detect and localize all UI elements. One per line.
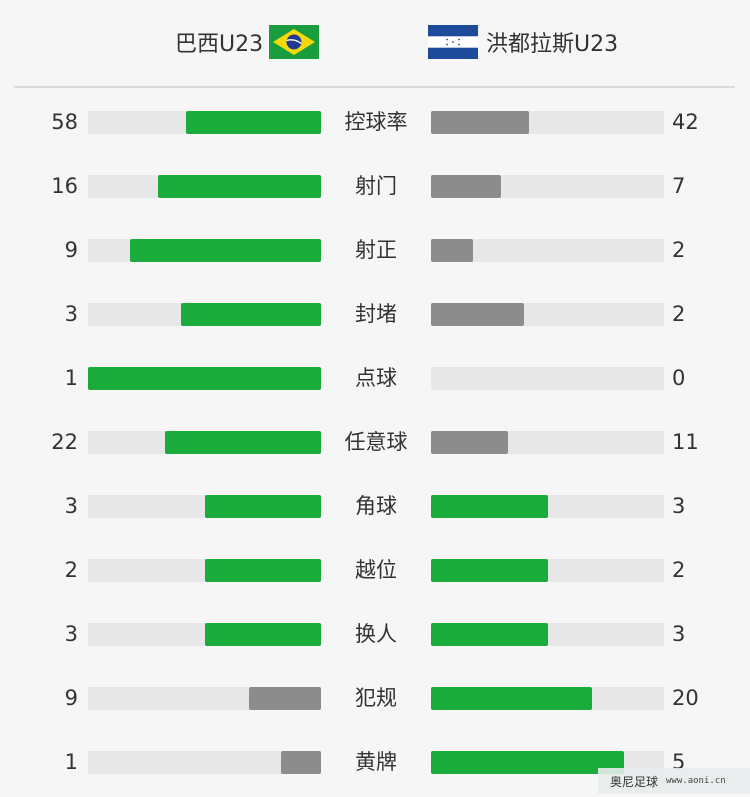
stat-row: 9 犯规 20 — [0, 666, 750, 730]
home-value: 22 — [51, 430, 78, 454]
home-bar-track — [88, 111, 321, 134]
home-bar — [204, 623, 321, 646]
away-bar — [431, 751, 625, 774]
home-bar — [204, 559, 321, 582]
away-team-name: 洪都拉斯U23 — [486, 32, 619, 57]
away-bar — [431, 175, 501, 198]
away-bar-track — [431, 687, 664, 710]
stat-label: 控球率 — [344, 110, 408, 134]
home-value: 3 — [64, 622, 78, 646]
away-value: 2 — [672, 238, 686, 262]
away-bar — [431, 687, 592, 710]
home-bar-track — [88, 751, 321, 774]
stat-label: 点球 — [355, 366, 397, 390]
home-bar-track — [88, 239, 321, 262]
away-bar-track — [431, 175, 664, 198]
away-bar — [431, 303, 525, 326]
honduras-flag-icon — [428, 25, 478, 59]
away-bar-track — [431, 623, 664, 646]
stat-row: 3 角球 3 — [0, 474, 750, 538]
watermark: 奥尼足球 www.aoni.cn — [598, 768, 750, 794]
home-bar-track — [88, 175, 321, 198]
away-bar-track — [431, 495, 664, 518]
home-bar — [88, 367, 321, 390]
home-value: 3 — [64, 302, 78, 326]
home-bar — [164, 431, 321, 454]
home-bar — [248, 687, 321, 710]
away-bar — [431, 239, 473, 262]
stat-label: 射门 — [355, 174, 397, 198]
stat-label: 犯规 — [355, 686, 397, 710]
away-bar-track — [431, 303, 664, 326]
home-value: 1 — [64, 366, 78, 390]
home-bar-track — [88, 687, 321, 710]
match-header: 巴西U23 洪都拉斯U23 — [0, 0, 750, 86]
away-bar-track — [431, 239, 664, 262]
away-bar — [431, 111, 529, 134]
away-bar — [431, 623, 548, 646]
home-team[interactable]: 巴西U23 — [175, 24, 320, 60]
away-value: 2 — [672, 302, 686, 326]
away-bar — [431, 559, 548, 582]
stat-row: 58 控球率 42 — [0, 90, 750, 154]
stat-row: 22 任意球 11 — [0, 410, 750, 474]
away-bar-track — [431, 111, 664, 134]
stat-row: 1 黄牌 5 — [0, 730, 750, 794]
home-bar-track — [88, 559, 321, 582]
stat-label: 射正 — [355, 238, 397, 262]
away-value: 11 — [672, 430, 699, 454]
away-bar-track — [431, 431, 664, 454]
away-value: 7 — [672, 174, 686, 198]
home-value: 58 — [51, 110, 78, 134]
home-team-name: 巴西U23 — [175, 32, 264, 57]
home-bar — [181, 303, 321, 326]
away-bar — [431, 431, 508, 454]
home-bar-track — [88, 303, 321, 326]
stat-label: 黄牌 — [355, 750, 397, 774]
home-bar-track — [88, 495, 321, 518]
brazil-flag-icon — [269, 25, 320, 59]
home-bar — [129, 239, 321, 262]
stat-label: 封堵 — [355, 302, 397, 326]
away-value: 2 — [672, 558, 686, 582]
away-team[interactable]: 洪都拉斯U23 — [428, 24, 618, 60]
stat-label: 换人 — [355, 622, 397, 646]
stat-row: 16 射门 7 — [0, 154, 750, 218]
away-value: 0 — [672, 366, 686, 390]
stat-row: 9 射正 2 — [0, 218, 750, 282]
away-value: 20 — [672, 686, 699, 710]
away-bar — [431, 495, 548, 518]
away-bar-track — [431, 559, 664, 582]
home-value: 1 — [64, 750, 78, 774]
home-value: 2 — [64, 558, 78, 582]
away-value: 3 — [672, 622, 686, 646]
stat-row: 3 封堵 2 — [0, 282, 750, 346]
home-bar — [281, 751, 321, 774]
home-bar — [204, 495, 321, 518]
away-value: 42 — [672, 110, 699, 134]
stat-row: 2 越位 2 — [0, 538, 750, 602]
away-bar-track — [431, 367, 664, 390]
stat-row: 3 换人 3 — [0, 602, 750, 666]
home-bar-track — [88, 431, 321, 454]
home-bar-track — [88, 623, 321, 646]
home-bar — [157, 175, 321, 198]
header-divider — [14, 86, 735, 88]
home-value: 16 — [51, 174, 78, 198]
watermark-url: www.aoni.cn — [666, 776, 726, 786]
home-bar-track — [88, 367, 321, 390]
watermark-text: 奥尼足球 — [610, 774, 659, 789]
home-value: 3 — [64, 494, 78, 518]
home-value: 9 — [64, 238, 78, 262]
home-value: 9 — [64, 686, 78, 710]
home-bar — [185, 111, 321, 134]
stat-label: 任意球 — [344, 430, 408, 454]
away-value: 3 — [672, 494, 686, 518]
stat-label: 角球 — [355, 494, 397, 518]
stat-label: 越位 — [355, 558, 397, 582]
stat-row: 1 点球 0 — [0, 346, 750, 410]
